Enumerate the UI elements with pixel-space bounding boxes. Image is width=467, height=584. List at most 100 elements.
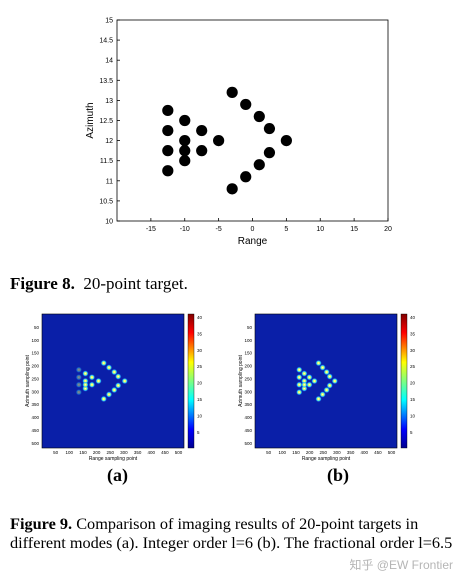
colorbar-tick-label: 25	[410, 364, 416, 369]
data-point	[226, 183, 238, 195]
y-tick-label: 13	[105, 98, 113, 105]
x-tick-label: 10	[316, 226, 324, 233]
y-tick-label: 350	[31, 402, 39, 407]
data-point	[213, 135, 225, 147]
x-tick-label: 350	[134, 450, 142, 455]
target-spot	[319, 391, 326, 398]
target-spot	[95, 377, 102, 385]
target-spot	[114, 382, 122, 389]
target-spot	[75, 374, 83, 381]
heatmap-a: 50 100 150 200 250 300 350 400 450 500 50 100 150 200…	[25, 313, 203, 462]
colorbar-tick-label: 15	[197, 397, 203, 402]
y-axis-label: Azimuth	[85, 102, 96, 138]
target-spot	[311, 377, 318, 385]
target-spot	[100, 359, 107, 367]
target-spot	[331, 377, 338, 385]
x-tick-label: 200	[93, 450, 101, 455]
colorbar-tick-label: 10	[197, 413, 203, 418]
target-spot	[111, 386, 118, 394]
target-spot	[111, 368, 118, 376]
target-spot	[105, 391, 113, 398]
x-tick-label: 5	[284, 226, 288, 233]
figure8-caption-label: Figure 8.	[10, 274, 75, 293]
y-tick-label: 350	[244, 402, 252, 407]
y-tick-label: 250	[31, 376, 39, 381]
y-tick-label: 50	[247, 325, 253, 330]
colorbar	[400, 313, 408, 449]
y-tick-label: 150	[244, 351, 252, 356]
x-tick-label: 150	[292, 450, 300, 455]
figure9-caption-text: Comparison of imaging results of 20-poin…	[10, 514, 453, 552]
x-tick-label: 500	[175, 450, 183, 455]
y-tick-label: 450	[31, 428, 39, 433]
y-tick-label: 11.5	[100, 158, 113, 165]
y-axis-label: Azimuth sampling point	[25, 355, 31, 407]
target-spot	[323, 368, 330, 376]
target-spot	[88, 381, 96, 388]
colorbar-tick-label: 30	[197, 348, 203, 353]
colorbar-tick-label: 40	[197, 315, 203, 320]
y-tick-label: 500	[31, 441, 39, 446]
watermark: 知乎 @EW Frontier	[349, 558, 453, 572]
target-spot	[75, 366, 83, 373]
target-spot	[75, 389, 83, 396]
y-tick-label: 400	[244, 415, 252, 420]
target-spot	[296, 366, 303, 373]
x-tick-label: 500	[388, 450, 396, 455]
x-tick-label: 400	[360, 450, 368, 455]
colorbar	[187, 313, 195, 449]
target-spot	[306, 381, 313, 388]
target-spot	[326, 382, 333, 389]
y-axis-label: Azimuth sampling point	[238, 355, 244, 407]
y-tick-label: 250	[244, 376, 252, 381]
y-tick-label: 500	[244, 441, 252, 446]
y-tick-label: 200	[31, 364, 39, 369]
target-spot	[82, 370, 89, 377]
data-point	[226, 86, 238, 98]
target-spot	[114, 373, 122, 380]
colorbar-tick-label: 10	[410, 413, 416, 418]
x-tick-label: 300	[333, 450, 341, 455]
y-tick-label: 12.5	[99, 118, 113, 125]
y-tick-label: 50	[34, 325, 40, 330]
x-tick-label: 250	[320, 450, 328, 455]
figure8-caption-text: 20-point target.	[83, 274, 188, 293]
x-tick-label: 200	[306, 450, 314, 455]
colorbar-tick-label: 15	[410, 397, 416, 402]
y-tick-label: 13.5	[99, 78, 113, 85]
data-point	[162, 124, 174, 137]
heatmap-image	[42, 314, 184, 448]
x-axis-label: Range sampling point	[302, 456, 351, 462]
figure9-caption: Figure 9. Comparison of imaging results …	[10, 514, 460, 552]
target-spot	[306, 374, 313, 381]
colorbar-tick-label: 35	[197, 331, 203, 336]
target-spot	[301, 370, 308, 377]
data-point	[179, 155, 191, 167]
data-point	[263, 147, 276, 159]
data-point	[240, 98, 252, 111]
data-point	[179, 145, 191, 157]
y-tick-label: 14	[105, 58, 113, 65]
colorbar-tick-label: 25	[197, 364, 203, 369]
x-tick-label: -10	[180, 226, 190, 233]
data-point	[196, 145, 208, 157]
x-tick-label: 400	[147, 450, 155, 455]
y-tick-label: 11	[106, 178, 113, 185]
y-tick-label: 300	[31, 389, 39, 394]
x-tick-label: 50	[266, 450, 272, 455]
y-tick-label: 15	[105, 18, 113, 25]
colorbar-tick-label: 40	[410, 315, 416, 320]
data-point	[263, 122, 276, 135]
data-point	[179, 135, 191, 147]
y-tick-label: 300	[244, 389, 252, 394]
y-tick-label: 100	[244, 338, 252, 343]
colorbar-tick-label: 35	[410, 331, 416, 336]
data-point	[179, 114, 191, 127]
x-tick-label: 300	[120, 450, 128, 455]
x-tick-label: 350	[347, 450, 355, 455]
target-spot	[301, 381, 308, 388]
y-tick-label: 200	[244, 364, 252, 369]
data-point	[162, 165, 174, 177]
plot-frame	[116, 19, 389, 222]
target-spot	[296, 374, 303, 381]
